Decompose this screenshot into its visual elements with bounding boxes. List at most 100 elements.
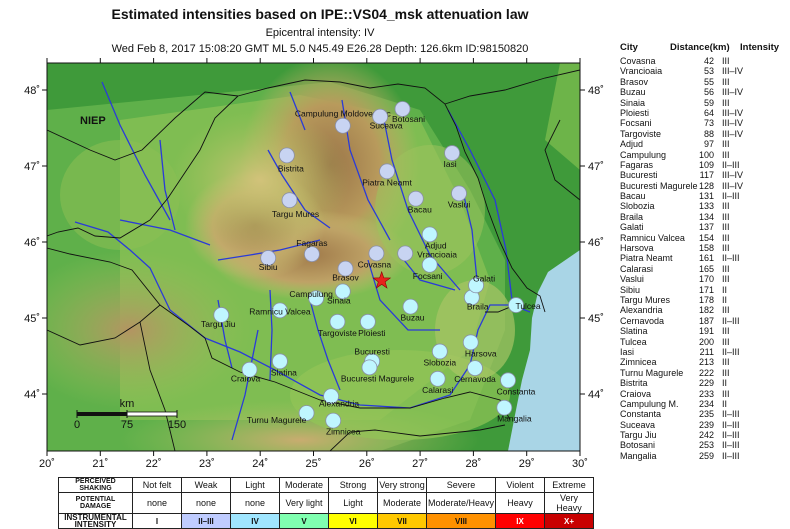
row-intensity: III–IV — [722, 128, 744, 139]
row-city: Turnu Magurele — [620, 367, 684, 378]
station-marker[interactable] — [272, 302, 288, 319]
station-marker[interactable] — [368, 245, 385, 262]
station-marker[interactable] — [407, 190, 424, 207]
table-row: Brasov 55 III — [620, 77, 790, 87]
station-label: Piatra Neamt — [362, 177, 412, 187]
station-marker[interactable] — [325, 412, 342, 429]
station-marker[interactable] — [334, 117, 351, 134]
legend-shaking-cell: Moderate — [279, 477, 329, 493]
legend-damage-cell: Very light — [279, 492, 329, 514]
lon-tick-label: 25˚ — [306, 458, 322, 470]
lon-tick-label: 30˚ — [572, 458, 588, 470]
station-marker[interactable] — [213, 307, 230, 323]
row-distance: 165 — [698, 263, 714, 274]
table-row: Vaslui 170 III — [620, 274, 790, 284]
station-label: Targoviste — [318, 328, 357, 338]
station-marker[interactable] — [241, 361, 258, 378]
station-marker[interactable] — [372, 108, 389, 125]
station-marker[interactable] — [361, 359, 378, 376]
legend-shaking-cell: Severe — [425, 477, 497, 493]
station-marker[interactable] — [397, 245, 414, 262]
row-city: Braila — [620, 211, 644, 222]
legend-shaking-cell: Light — [230, 477, 280, 493]
station-label: Zimnicea — [326, 427, 361, 437]
row-city: Focsani — [620, 118, 652, 129]
row-intensity: II — [722, 398, 728, 409]
table-row: Targu Jiu 242 II–III — [620, 430, 790, 440]
row-city: Buzau — [620, 87, 646, 98]
row-city: Targu Mures — [620, 294, 671, 305]
row-city: Bucuresti — [620, 170, 658, 181]
lon-tick-label: 22˚ — [146, 458, 162, 470]
table-row: Campulung 100 III — [620, 150, 790, 160]
lat-tick-label-right: 45˚ — [588, 313, 604, 325]
station-marker[interactable] — [308, 290, 325, 307]
station-marker[interactable] — [298, 405, 315, 421]
station-marker[interactable] — [444, 145, 460, 161]
station-label: Bacau — [408, 205, 432, 215]
table-row: Sibiu 171 II — [620, 285, 790, 295]
station-marker[interactable] — [421, 256, 438, 273]
row-intensity: III — [722, 336, 730, 347]
station-marker[interactable] — [359, 313, 376, 330]
epicenter-star-icon[interactable] — [372, 270, 392, 289]
header-distance: Distance(km) — [670, 42, 730, 53]
station-label: Mangalia — [497, 414, 532, 424]
station-marker[interactable] — [260, 250, 277, 266]
station-marker[interactable] — [429, 370, 446, 387]
row-distance: 213 — [698, 357, 714, 368]
legend-damage-cell: none — [230, 492, 280, 514]
row-intensity: II–III — [722, 159, 740, 170]
lon-tick-label: 21˚ — [92, 458, 108, 470]
station-label: Sibiu — [259, 262, 278, 272]
intensity-table: City Distance(km) Intensity Covasna 42 III… — [620, 42, 790, 461]
station-marker[interactable] — [500, 372, 516, 389]
station-label: Sinaia — [327, 295, 351, 305]
station-label: Campulung Moldovenesc — [295, 109, 392, 119]
table-row: Botosani 253 II–III — [620, 440, 790, 450]
station-marker[interactable] — [334, 283, 351, 300]
station-marker[interactable] — [379, 163, 395, 180]
station-marker[interactable] — [421, 226, 438, 243]
station-marker[interactable] — [329, 313, 346, 330]
row-intensity: III — [722, 243, 730, 254]
station-label: Tulcea — [515, 301, 540, 311]
station-marker[interactable] — [394, 101, 411, 117]
row-distance: 171 — [698, 284, 714, 295]
row-city: Alexandria — [620, 305, 663, 316]
station-marker[interactable] — [278, 147, 295, 164]
row-city: Iasi — [620, 346, 635, 357]
row-distance: 109 — [698, 159, 714, 170]
row-city: Mangalia — [620, 450, 657, 461]
station-marker[interactable] — [467, 360, 483, 377]
station-marker[interactable] — [281, 192, 298, 209]
station-marker[interactable] — [272, 353, 288, 370]
station-marker[interactable] — [468, 277, 484, 294]
niep-label: NIEP — [80, 115, 106, 127]
station-marker[interactable] — [462, 334, 479, 351]
station-marker[interactable] — [323, 388, 339, 405]
map-subtitle: Epicentral intensity: IV — [265, 27, 375, 39]
scale-bar: km 0 75 150 — [74, 398, 186, 431]
station-marker[interactable] — [431, 343, 448, 360]
lon-tick-label: 20˚ — [39, 458, 55, 470]
row-distance: 73 — [703, 118, 714, 129]
station-marker[interactable] — [402, 298, 419, 315]
station-marker[interactable] — [451, 185, 467, 202]
row-distance: 137 — [698, 222, 714, 233]
row-distance: 117 — [699, 170, 714, 181]
row-city: Bacau — [620, 191, 646, 202]
row-distance: 211 — [699, 346, 714, 357]
station-marker[interactable] — [337, 260, 354, 277]
row-city: Galati — [620, 222, 644, 233]
row-intensity: III — [722, 326, 730, 337]
station-label: Targu Mures — [272, 209, 319, 219]
station-label: Vaslui — [448, 199, 471, 209]
station-marker[interactable] — [508, 297, 524, 313]
legend-intensity-row: INSTRUMENTAL INTENSITY I II–III IV V VI VII VI… — [58, 513, 595, 529]
row-intensity: III — [722, 76, 730, 87]
station-marker[interactable] — [496, 399, 513, 416]
station-marker[interactable] — [304, 246, 320, 263]
rivers-layer — [74, 81, 531, 441]
row-distance: 242 — [698, 430, 714, 441]
